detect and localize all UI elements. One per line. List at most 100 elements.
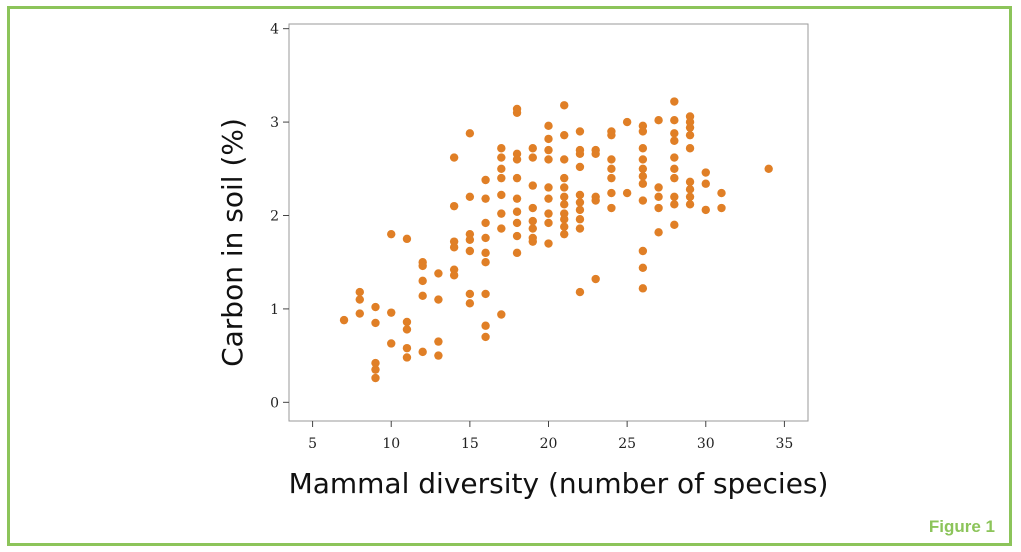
data-point [670, 97, 679, 106]
data-point [575, 215, 585, 224]
y-tick-label: 2 [270, 208, 279, 224]
data-point [717, 188, 726, 198]
data-point [560, 229, 569, 239]
data-point [607, 173, 616, 183]
y-tick-label: 4 [270, 22, 279, 38]
y-tick-label: 0 [270, 395, 279, 411]
data-point [575, 162, 585, 172]
data-point [607, 188, 616, 198]
data-point [701, 168, 710, 177]
data-point [497, 153, 506, 162]
data-point [497, 164, 506, 173]
data-point [670, 164, 679, 173]
data-point [465, 192, 475, 202]
data-point [418, 291, 427, 301]
data-point [560, 200, 569, 209]
x-tick-label: 20 [540, 436, 558, 452]
data-point [575, 205, 585, 215]
data-point [670, 220, 679, 230]
data-point [497, 144, 506, 153]
data-point [607, 203, 616, 213]
data-point [560, 222, 569, 231]
data-point [512, 207, 522, 216]
data-point [402, 317, 412, 327]
data-point [434, 269, 443, 278]
data-point [434, 295, 443, 304]
data-point [575, 198, 585, 207]
data-point [355, 309, 364, 318]
data-point [638, 179, 648, 188]
data-point [339, 315, 349, 325]
data-point [685, 144, 695, 153]
data-point [387, 229, 396, 239]
data-point [685, 177, 695, 187]
data-point [544, 209, 553, 218]
data-point [560, 173, 569, 183]
data-point [560, 215, 569, 224]
data-point [465, 129, 475, 138]
data-point [560, 101, 569, 110]
data-point [512, 155, 522, 164]
data-point [622, 117, 632, 127]
x-tick-label: 15 [461, 436, 479, 452]
data-point [638, 144, 648, 153]
data-point [387, 308, 396, 317]
data-point [544, 134, 553, 144]
data-point [355, 295, 364, 304]
data-point [654, 228, 663, 237]
data-point [654, 183, 663, 192]
data-point [497, 224, 506, 233]
data-point [544, 183, 553, 192]
data-point [560, 192, 569, 202]
data-point [654, 116, 663, 125]
y-tick-label: 1 [270, 302, 279, 318]
data-point [434, 337, 443, 346]
data-point [670, 192, 679, 202]
data-point [481, 321, 490, 330]
data-point [371, 365, 380, 374]
data-point [607, 130, 616, 140]
data-point [481, 289, 490, 299]
data-point [512, 218, 522, 228]
data-point [764, 164, 773, 173]
data-point [670, 129, 679, 138]
data-point [434, 351, 443, 360]
scatter-chart: 5 10 15 20 25 30 35 0 1 2 3 4 Mammal diversity (numb… [216, 22, 829, 500]
data-point [481, 175, 490, 185]
data-point [544, 145, 553, 155]
data-point [670, 116, 679, 125]
data-point [512, 173, 522, 183]
data-point [497, 173, 506, 183]
data-point [544, 194, 553, 203]
data-point [481, 194, 490, 203]
data-point [371, 302, 380, 312]
data-point [544, 155, 553, 164]
data-point [481, 332, 490, 342]
x-axis-label: Mammal diversity (number of species) [289, 467, 829, 500]
data-point [528, 181, 537, 190]
data-point [449, 271, 459, 280]
data-point [638, 246, 648, 256]
data-point [622, 188, 632, 198]
data-point [528, 237, 537, 246]
x-tick-label: 35 [775, 436, 793, 452]
data-point [481, 258, 490, 267]
data-point [717, 203, 726, 213]
data-point [512, 108, 522, 117]
data-point [638, 172, 648, 181]
data-point [355, 287, 364, 297]
data-point [685, 192, 695, 202]
data-point [528, 203, 537, 213]
data-point [701, 205, 710, 215]
data-point [591, 196, 600, 205]
data-point [418, 261, 427, 271]
data-point [685, 123, 695, 132]
data-point [670, 200, 679, 209]
data-point [512, 231, 522, 241]
data-point [371, 318, 380, 328]
data-point [402, 325, 412, 334]
data-point [465, 246, 475, 256]
data-point [481, 248, 490, 258]
data-point [560, 155, 569, 164]
data-point [654, 203, 663, 213]
